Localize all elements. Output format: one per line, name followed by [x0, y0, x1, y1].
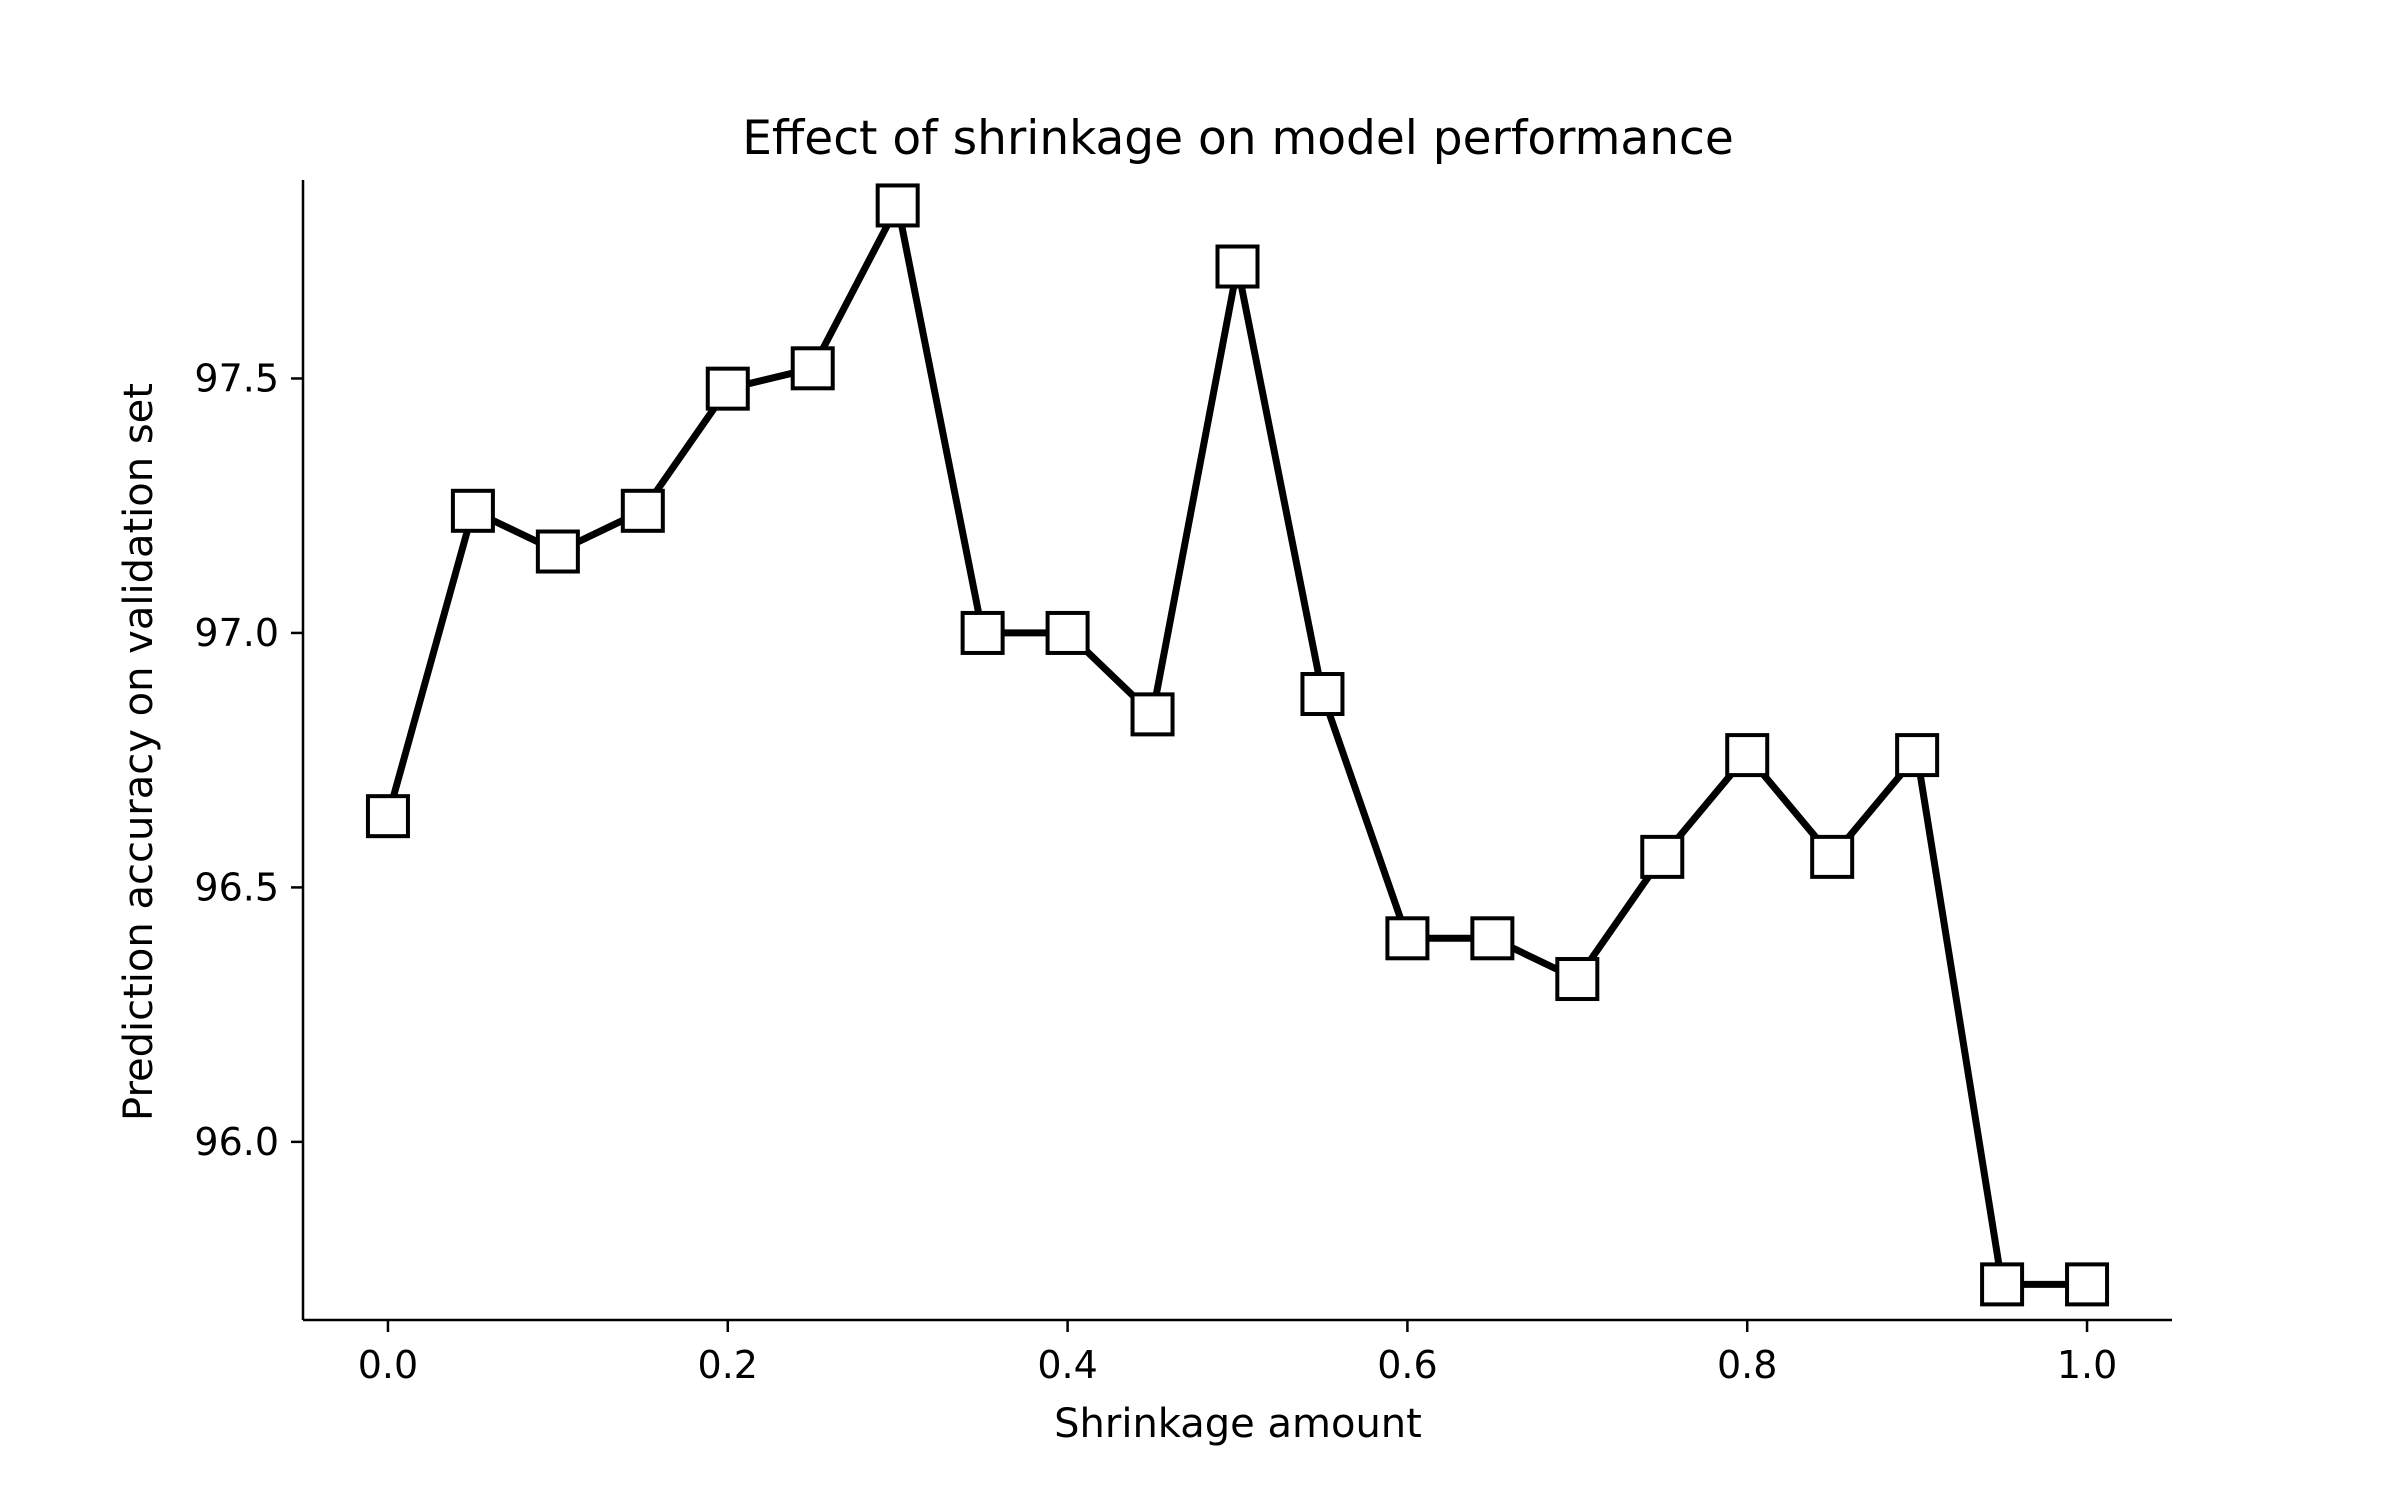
- y-axis-ticks: 96.0 96.5 97.0 97.5: [194, 356, 303, 1164]
- x-tick-label: 1.0: [2057, 1343, 2117, 1387]
- data-point-marker: [875, 183, 920, 228]
- x-tick-label: 0.2: [698, 1343, 758, 1387]
- data-point-marker: [1810, 834, 1855, 879]
- data-point-marker: [620, 488, 665, 533]
- x-tick-label: 0.0: [358, 1343, 418, 1387]
- data-point-marker: [1640, 834, 1685, 879]
- data-point-marker: [1130, 692, 1175, 737]
- x-tick-label: 0.4: [1037, 1343, 1097, 1387]
- data-point-marker: [535, 529, 580, 574]
- y-axis-label: Prediction accuracy on validation set: [116, 383, 162, 1121]
- data-point-marker: [1980, 1262, 2025, 1307]
- series-layer: [365, 183, 2110, 1307]
- x-axis-label: Shrinkage amount: [1054, 1401, 1422, 1447]
- data-point-marker: [1895, 733, 1940, 778]
- data-point-marker: [1555, 957, 1600, 1002]
- data-point-marker: [1725, 733, 1770, 778]
- plot-area: 0.0 0.2 0.4 0.6 0.8 1.0 96.0 96.5 97.0 97.5: [194, 180, 2172, 1387]
- y-tick-label: 96.5: [194, 865, 279, 909]
- y-tick-label: 96.0: [194, 1120, 279, 1164]
- data-point-marker: [1300, 672, 1345, 717]
- x-tick-label: 0.8: [1717, 1343, 1777, 1387]
- x-axis-ticks: 0.0 0.2 0.4 0.6 0.8 1.0: [358, 1320, 2117, 1387]
- y-tick-label: 97.0: [194, 611, 279, 655]
- data-point-marker: [790, 346, 835, 391]
- series-line: [384, 201, 2087, 1288]
- data-point-marker: [960, 610, 1005, 655]
- data-point-marker: [1045, 610, 1090, 655]
- data-point-marker: [2065, 1262, 2110, 1307]
- x-tick-label: 0.6: [1377, 1343, 1437, 1387]
- y-tick-label: 97.5: [194, 356, 279, 400]
- chart-title: Effect of shrinkage on model performance: [742, 111, 1734, 166]
- data-point-marker: [1215, 244, 1260, 289]
- data-point-marker: [365, 794, 410, 839]
- data-point-marker: [1470, 916, 1515, 961]
- data-point-marker: [705, 366, 750, 411]
- data-point-marker: [1385, 916, 1430, 961]
- data-point-marker: [450, 488, 495, 533]
